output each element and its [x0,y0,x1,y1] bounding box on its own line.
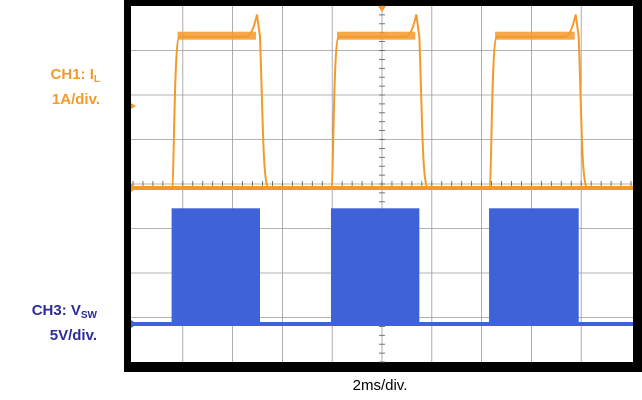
ch1-ground-marker [131,184,137,192]
ch1-subscript: L [93,74,100,85]
ch1-burst-top [336,31,416,40]
trigger-marker [378,6,386,12]
ch3-label: CH3: VSW 5V/div. [0,301,97,346]
ch3-burst [330,208,420,326]
ch1-label: CH1: IL 1A/div. [0,65,100,110]
ch3-burst [489,208,579,326]
x-scale-label: 2ms/div. [352,377,408,394]
ch3-name: CH3: V [31,302,81,319]
ch1-name: CH1: I [50,66,94,83]
ch3-burst [171,208,260,326]
ch3-ground-marker [131,320,137,328]
ch1-baseline [131,186,633,190]
ch3-scale: 5V/div. [49,327,97,344]
scope-markers [131,6,386,328]
scope-traces [131,14,633,326]
ch1-trigger-level-marker [131,103,136,109]
ch1-burst-top [177,31,256,40]
ch1-scale: 1A/div. [51,91,100,108]
ch1-burst-top [495,31,575,40]
ch3-subscript: SW [80,310,97,321]
